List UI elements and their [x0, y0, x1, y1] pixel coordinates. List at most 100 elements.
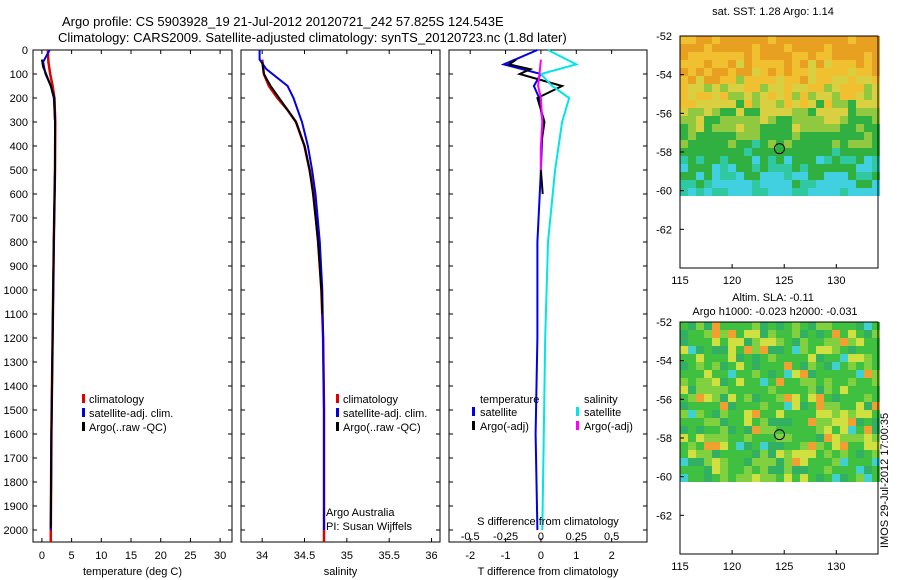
map-cell — [760, 346, 768, 354]
map-cell — [808, 426, 816, 434]
map-cell — [872, 172, 880, 180]
map-cell — [720, 442, 728, 450]
map-cell — [776, 132, 784, 140]
map-cell — [856, 44, 864, 52]
map-cell — [824, 44, 832, 52]
map-cell — [872, 180, 880, 188]
map-cell — [752, 474, 760, 482]
map-cell — [736, 442, 744, 450]
map-cell — [696, 172, 704, 180]
map-cell — [816, 156, 824, 164]
map-cell — [856, 68, 864, 76]
map-cell — [704, 156, 712, 164]
map-cell — [872, 148, 880, 156]
top-tick-label: 0.5 — [604, 531, 619, 543]
map-cell — [792, 108, 800, 116]
map-cell — [768, 76, 776, 84]
map-cell — [840, 188, 848, 196]
map-cell — [792, 450, 800, 458]
map-cell — [728, 92, 736, 100]
map-cell — [760, 44, 768, 52]
map-cell — [784, 418, 792, 426]
depth-tick-label: 2000 — [4, 525, 28, 537]
map-cell — [864, 394, 872, 402]
map-cell — [792, 386, 800, 394]
map-cell — [760, 330, 768, 338]
map-cell — [704, 450, 712, 458]
map-cell — [768, 418, 776, 426]
map-cell — [816, 68, 824, 76]
map-cell — [776, 458, 784, 466]
top-tick-label: -0.5 — [461, 531, 480, 543]
map-cell — [736, 410, 744, 418]
map-cell — [768, 52, 776, 60]
map-cell — [728, 116, 736, 124]
legend-swatch — [336, 422, 339, 431]
map-cell — [848, 140, 856, 148]
map-cell — [832, 36, 840, 44]
map-cell — [848, 458, 856, 466]
map-cell — [744, 44, 752, 52]
map-cell — [808, 92, 816, 100]
map-cell — [864, 402, 872, 410]
map-cell — [784, 188, 792, 196]
map-cell — [856, 450, 864, 458]
map-cell — [824, 434, 832, 442]
map-cell — [736, 100, 744, 108]
map-cell — [776, 450, 784, 458]
map-cell — [752, 124, 760, 132]
map-cell — [776, 116, 784, 124]
map-cell — [736, 450, 744, 458]
temperature-panel — [32, 49, 233, 543]
map-cell — [776, 172, 784, 180]
map-cell — [696, 410, 704, 418]
map-cell — [720, 60, 728, 68]
sst-map-title: sat. SST: 1.28 Argo: 1.14 — [712, 6, 834, 18]
map-cell — [800, 386, 808, 394]
map-cell — [856, 156, 864, 164]
map-cell — [712, 36, 720, 44]
map-cell — [696, 92, 704, 100]
map-cell — [688, 140, 696, 148]
map-cell — [776, 84, 784, 92]
map-cell — [840, 338, 848, 346]
map-cell — [768, 156, 776, 164]
map-cell — [744, 370, 752, 378]
map-cell — [728, 410, 736, 418]
map-cell — [720, 180, 728, 188]
x-tick-label: 35.5 — [378, 550, 399, 562]
map-cell — [800, 172, 808, 180]
map-cell — [760, 36, 768, 44]
map-cell — [768, 188, 776, 196]
map-cell — [736, 108, 744, 116]
legend-label: Argo(..raw -QC) — [89, 422, 167, 434]
map-cell — [816, 346, 824, 354]
map-cell — [744, 140, 752, 148]
map-cell — [744, 156, 752, 164]
map-cell — [688, 148, 696, 156]
map-cell — [784, 148, 792, 156]
map-cell — [872, 346, 880, 354]
map-cell — [728, 386, 736, 394]
map-cell — [680, 474, 688, 482]
map-cell — [704, 474, 712, 482]
map-cell — [688, 442, 696, 450]
lat-tick-label: -56 — [656, 394, 672, 406]
map-cell — [776, 164, 784, 172]
depth-tick-label: 200 — [10, 93, 28, 105]
map-cell — [848, 36, 856, 44]
map-cell — [808, 188, 816, 196]
map-cell — [792, 36, 800, 44]
map-cell — [760, 116, 768, 124]
map-cell — [760, 92, 768, 100]
map-cell — [776, 354, 784, 362]
map-cell — [776, 44, 784, 52]
map-cell — [816, 116, 824, 124]
map-cell — [688, 60, 696, 68]
map-cell — [760, 474, 768, 482]
x-axis-label: temperature (deg C) — [83, 566, 182, 578]
map-cell — [856, 180, 864, 188]
map-cell — [720, 68, 728, 76]
map-cell — [680, 100, 688, 108]
map-cell — [696, 108, 704, 116]
